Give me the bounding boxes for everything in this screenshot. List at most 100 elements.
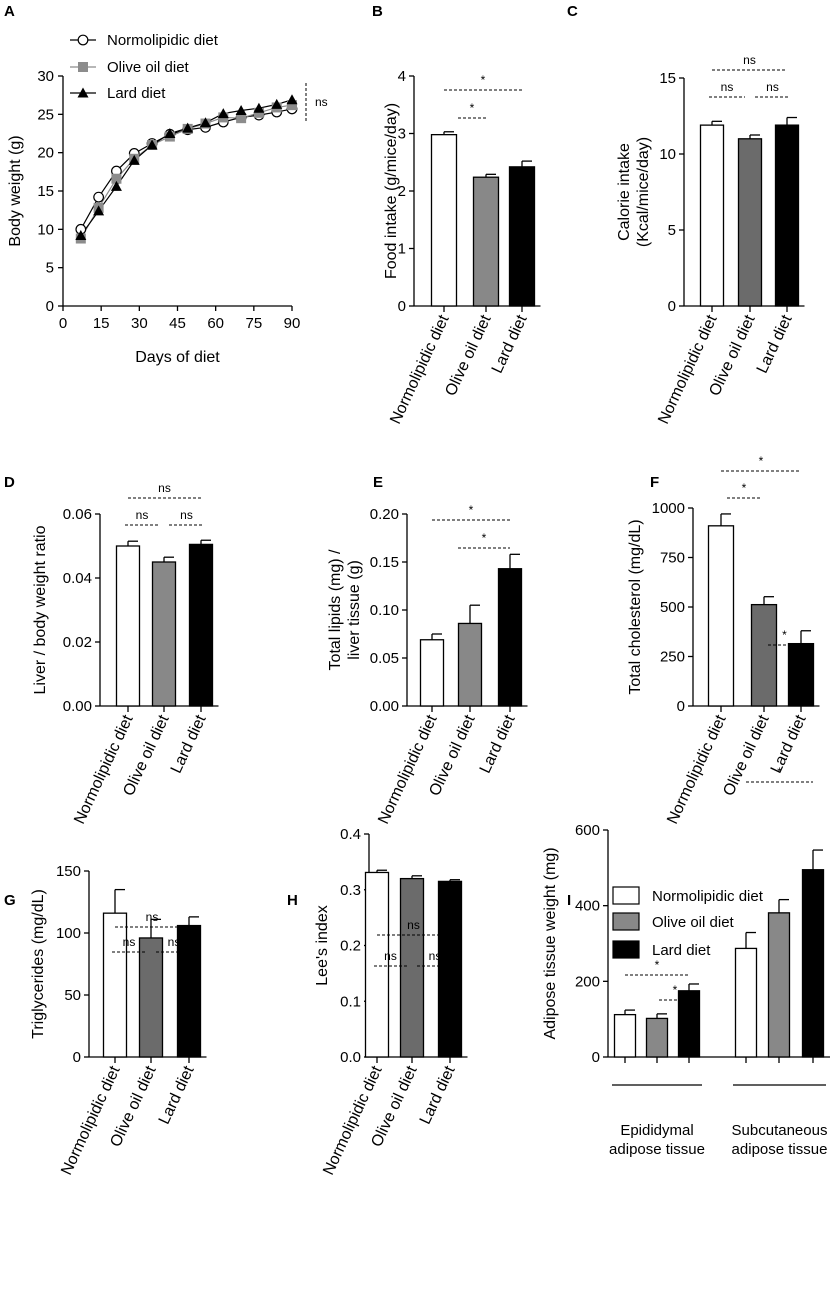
y-tick-label-b: 4 — [398, 68, 406, 85]
legend-label-a: Normolipidic diet — [107, 32, 219, 49]
y-tick-label-c: 0 — [668, 298, 676, 315]
y-tick-label-f: 1000 — [652, 500, 685, 517]
y-tick-label-d: 0.00 — [63, 698, 92, 715]
bar-b — [508, 166, 536, 307]
legend-label-i: Olive oil diet — [652, 914, 735, 931]
y-tick-label-h: 0.3 — [340, 882, 361, 899]
y-tick-label-e: 0.10 — [370, 602, 399, 619]
significance-label-f: * — [759, 454, 764, 468]
x-tick-label-a: 0 — [59, 315, 67, 332]
significance-label-d: ns — [180, 508, 193, 522]
panel-letter-d: D — [4, 474, 15, 491]
panel-letter-e: E — [373, 474, 383, 491]
y-tick-label-e: 0.20 — [370, 506, 399, 523]
y-tick-label-h: 0.1 — [340, 993, 361, 1010]
legend-marker-a — [77, 34, 89, 46]
ns-label-a: ns — [315, 95, 328, 109]
y-tick-label-d: 0.04 — [63, 570, 92, 587]
y-tick-label-c: 5 — [668, 222, 676, 239]
y-tick-label-g: 100 — [56, 925, 81, 942]
panel-letter-f: F — [650, 474, 659, 491]
significance-label-c: ns — [766, 80, 779, 94]
bar-c — [737, 138, 763, 307]
panel-letter-a: A — [4, 3, 15, 20]
bar-i — [677, 990, 701, 1058]
y-axis-title-g: Triglycerides (mg/dL) — [30, 889, 47, 1039]
bar-h — [364, 871, 390, 1058]
y-tick-label-e: 0.00 — [370, 698, 399, 715]
significance-label-d: ns — [158, 481, 171, 495]
data-point-a — [199, 117, 211, 128]
significance-label-d: ns — [136, 508, 149, 522]
y-tick-label-b: 3 — [398, 126, 406, 143]
data-point-a — [236, 113, 247, 124]
y-tick-label-h: 0.0 — [340, 1049, 361, 1066]
bar-b — [430, 133, 458, 307]
y-tick-label-c: 10 — [659, 146, 676, 163]
significance-label-b: * — [470, 101, 475, 115]
y-tick-label-f: 0 — [677, 698, 685, 715]
group-label-i: Subcutaneous adipose tissue — [732, 1122, 828, 1158]
y-tick-label-b: 0 — [398, 298, 406, 315]
y-axis-title-f: Total cholesterol (mg/dL) — [627, 519, 644, 694]
significance-label-i: * — [673, 983, 678, 997]
panel-letter-g: G — [4, 892, 16, 909]
bar-e — [457, 622, 483, 707]
data-point-a — [128, 154, 140, 165]
bar-f — [750, 603, 778, 707]
y-tick-label-i: 200 — [575, 973, 600, 990]
bar-i — [645, 1017, 669, 1058]
y-tick-label-e: 0.05 — [370, 650, 399, 667]
data-point-a — [235, 105, 247, 115]
panel-letter-c: C — [567, 3, 578, 20]
bar-e — [497, 568, 523, 707]
data-point-a — [93, 205, 105, 216]
y-tick-label-a: 10 — [37, 221, 54, 238]
y-tick-label-a: 25 — [37, 106, 54, 123]
y-tick-label-d: 0.02 — [63, 634, 92, 651]
significance-label-h: ns — [384, 949, 397, 963]
bar-i — [767, 912, 791, 1058]
y-tick-label-a: 30 — [37, 68, 54, 85]
y-tick-label-f: 250 — [660, 649, 685, 666]
bar-b — [472, 176, 500, 307]
panel-letter-h: H — [287, 892, 298, 909]
legend-label-a: Olive oil diet — [107, 59, 190, 76]
legend-swatch-i — [612, 912, 640, 931]
y-tick-label-i: 600 — [575, 822, 600, 839]
y-axis-title-a: Body weight (g) — [7, 135, 24, 246]
bar-e — [419, 639, 445, 707]
bar-c — [774, 124, 800, 307]
legend-swatch-i — [612, 940, 640, 959]
significance-label-h: ns — [429, 949, 442, 963]
y-tick-label-g: 0 — [73, 1049, 81, 1066]
bar-f — [707, 525, 735, 707]
y-tick-label-i: 0 — [592, 1049, 600, 1066]
legend-swatch-i — [612, 886, 640, 905]
bar-d — [188, 543, 214, 707]
y-axis-title-d: Liver / body weight ratio — [32, 525, 49, 694]
y-tick-label-a: 0 — [46, 298, 54, 315]
y-axis-title-b: Food intake (g/mice/day) — [383, 103, 400, 279]
panel-letter-b: B — [372, 3, 383, 20]
x-axis-title-a: Days of diet — [135, 349, 220, 366]
legend-marker-a — [77, 87, 89, 98]
bar-f — [787, 642, 815, 707]
data-point-a — [182, 122, 194, 133]
x-tick-label-a: 30 — [131, 315, 148, 332]
y-tick-label-i: 400 — [575, 898, 600, 915]
y-tick-label-a: 5 — [46, 260, 54, 277]
bar-i — [613, 1013, 637, 1058]
y-tick-label-h: 0.4 — [340, 826, 361, 843]
data-point-a — [146, 139, 158, 150]
y-axis-title-i: Adipose tissue weight (mg) — [542, 847, 559, 1039]
data-point-a — [93, 191, 105, 203]
bar-h — [399, 877, 425, 1058]
y-axis-title-c: Calorie intake (Kcal/mice/day) — [616, 137, 652, 247]
bar-h — [437, 880, 463, 1058]
bar-c — [699, 124, 725, 307]
significance-label-g: ns — [123, 935, 136, 949]
y-tick-label-a: 20 — [37, 145, 54, 162]
data-point-a — [253, 102, 265, 113]
